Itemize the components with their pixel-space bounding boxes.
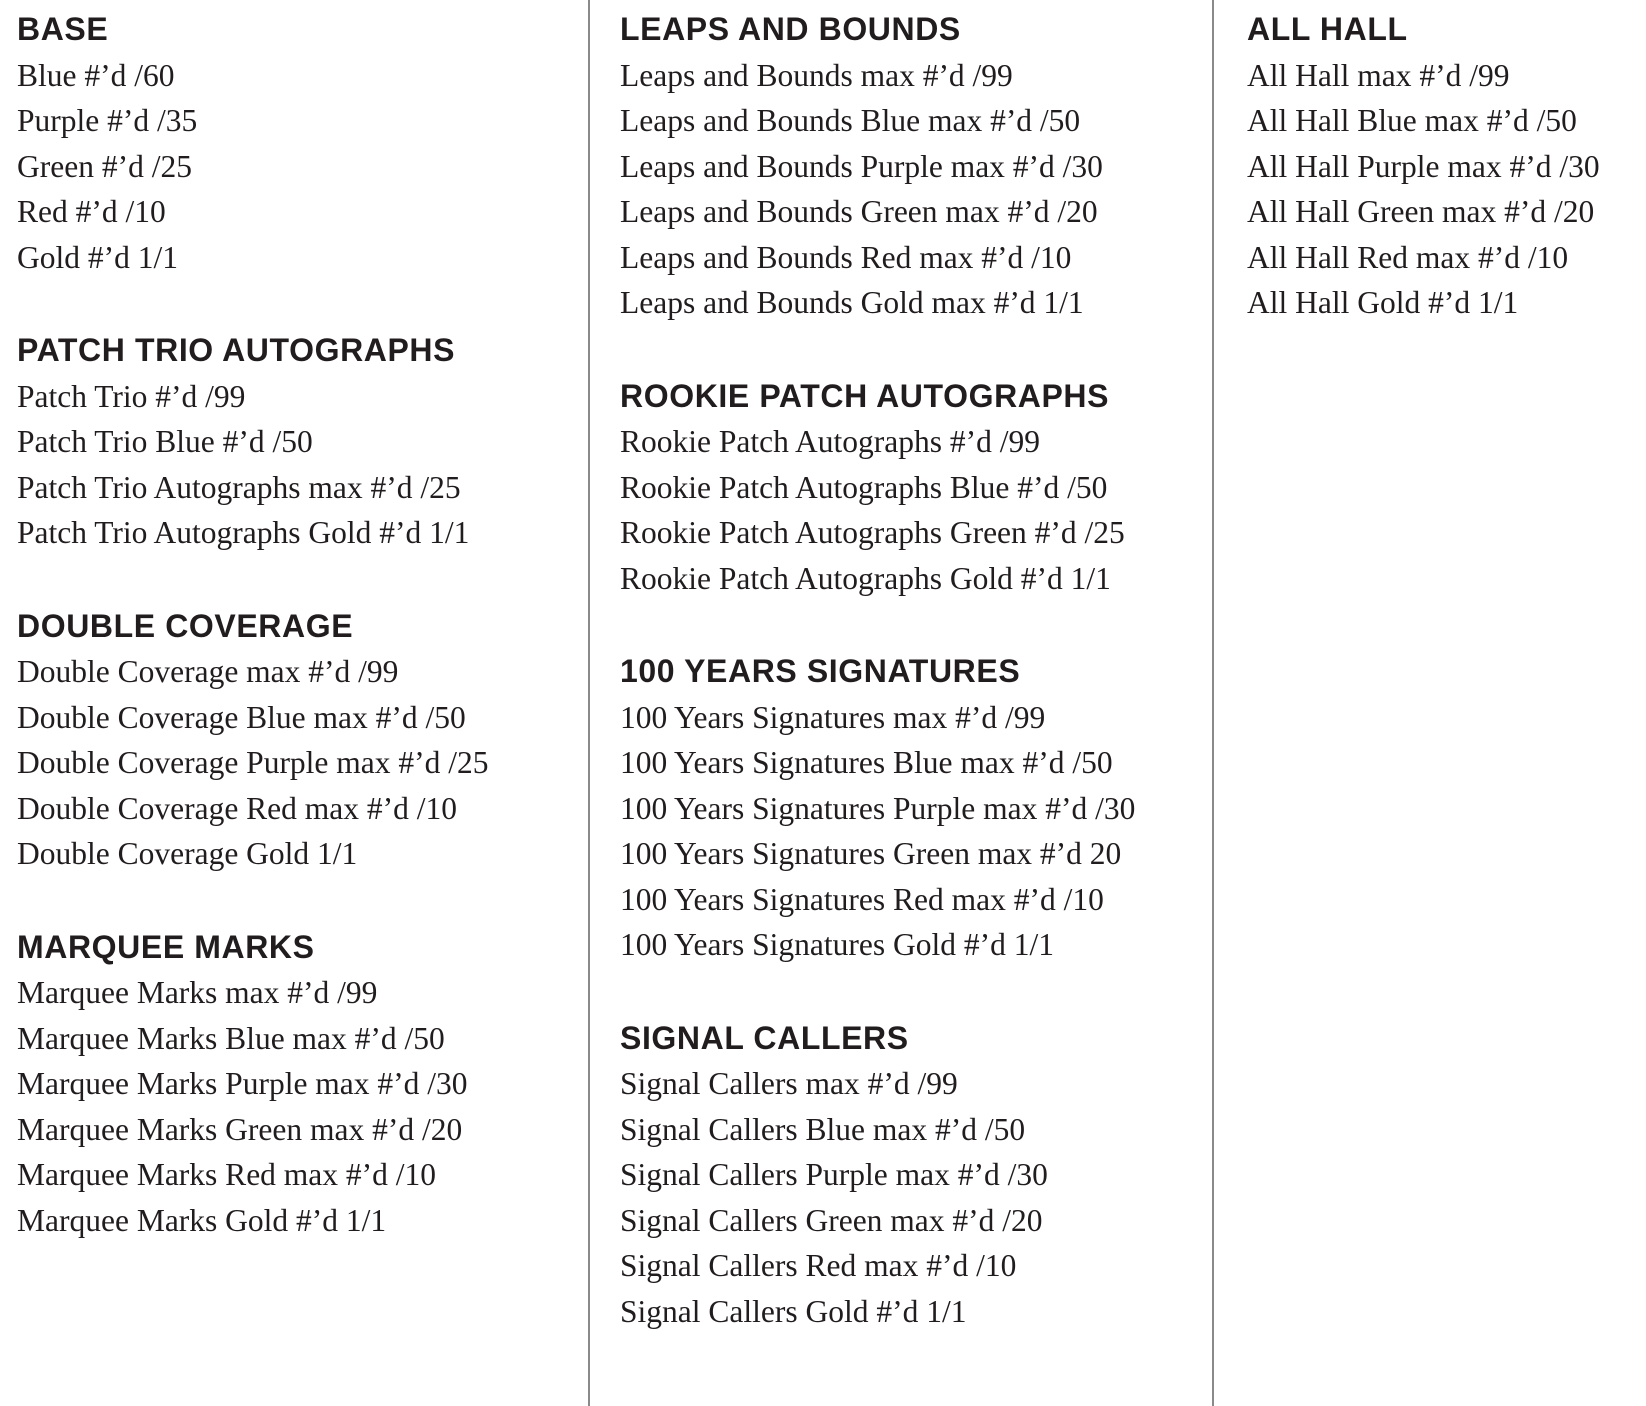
checklist-item: Rookie Patch Autographs Blue #’d /50 [620, 469, 1108, 505]
checklist-item: Leaps and Bounds Gold max #’d 1/1 [620, 285, 1084, 320]
section-title: ROOKIE PATCH AUTOGRAPHS [620, 377, 1110, 414]
checklist-item: 100 Years Signatures Purple max #’d /30 [620, 790, 1136, 826]
checklist-item: Double Coverage Gold 1/1 [17, 836, 358, 871]
section-title: MARQUEE MARKS [17, 928, 315, 965]
checklist-item: Marquee Marks Green max #’d /20 [17, 1111, 463, 1147]
checklist-item: Gold #’d 1/1 [17, 239, 178, 275]
checklist-item: Green #’d /25 [17, 148, 192, 184]
checklist-section: MARQUEE MARKS Marquee Marks max #’d /99 Ma… [17, 925, 588, 1244]
checklist-item: Marquee Marks Blue max #’d /50 [17, 1020, 445, 1056]
checklist-item: Patch Trio Autographs max #’d /25 [17, 469, 461, 505]
checklist-item: Red #’d /10 [17, 194, 166, 229]
checklist-item: 100 Years Signatures Blue max #’d /50 [620, 745, 1113, 780]
checklist-item: Leaps and Bounds Purple max #’d /30 [620, 148, 1103, 184]
checklist-item: Rookie Patch Autographs Green #’d /25 [620, 515, 1125, 550]
checklist-item: Blue #’d /60 [17, 57, 175, 93]
checklist-item: 100 Years Signatures Gold #’d 1/1 [620, 927, 1054, 962]
checklist-section: SIGNAL CALLERS Signal Callers max #’d /99… [620, 1016, 1212, 1335]
checklist-item: Signal Callers Purple max #’d /30 [620, 1157, 1048, 1192]
checklist-section: PATCH TRIO AUTOGRAPHS Patch Trio #’d /99 P… [17, 328, 588, 556]
checklist-section: BASE Blue #’d /60 Purple #’d /35 Green #’d … [17, 7, 588, 280]
checklist-item: Purple #’d /35 [17, 103, 198, 138]
checklist-item: Patch Trio #’d /99 [17, 378, 246, 414]
checklist-item: Double Coverage max #’d /99 [17, 654, 399, 689]
checklist-item: Leaps and Bounds Red max #’d /10 [620, 239, 1072, 275]
section-title: DOUBLE COVERAGE [17, 607, 354, 644]
section-title: BASE [17, 11, 109, 47]
checklist-item: Patch Trio Blue #’d /50 [17, 424, 313, 459]
checklist-section: ROOKIE PATCH AUTOGRAPHS Rookie Patch Auto… [620, 374, 1212, 602]
checklist-item: All Hall Gold #’d 1/1 [1247, 285, 1519, 320]
section-title: LEAPS AND BOUNDS [620, 11, 961, 47]
checklist-item: Signal Callers max #’d /99 [620, 1066, 958, 1101]
checklist-section: 100 YEARS SIGNATURES 100 Years Signatures… [620, 649, 1212, 968]
checklist-item: Leaps and Bounds Green max #’d /20 [620, 194, 1098, 229]
checklist-item: Leaps and Bounds max #’d /99 [620, 57, 1013, 93]
checklist-item: Rookie Patch Autographs #’d /99 [620, 424, 1040, 459]
checklist-item: Signal Callers Blue max #’d /50 [620, 1111, 1026, 1147]
checklist-item: Signal Callers Red max #’d /10 [620, 1248, 1017, 1283]
checklist-item: Marquee Marks Purple max #’d /30 [17, 1066, 468, 1101]
checklist-item: Rookie Patch Autographs Gold #’d 1/1 [620, 560, 1111, 596]
checklist-item: Leaps and Bounds Blue max #’d /50 [620, 103, 1081, 138]
checklist-column-middle: LEAPS AND BOUNDS Leaps and Bounds max #’d… [590, 0, 1214, 1406]
section-title: ALL HALL [1247, 11, 1408, 47]
checklist-item: All Hall Green max #’d /20 [1247, 194, 1595, 229]
checklist-item: All Hall max #’d /99 [1247, 57, 1510, 93]
checklist-item: 100 Years Signatures Green max #’d 20 [620, 836, 1122, 871]
checklist-item: All Hall Purple max #’d /30 [1247, 148, 1600, 184]
checklist-item: Double Coverage Purple max #’d /25 [17, 745, 489, 780]
checklist-item: Marquee Marks Gold #’d 1/1 [17, 1202, 387, 1238]
section-title: PATCH TRIO AUTOGRAPHS [17, 332, 456, 368]
checklist-item: All Hall Blue max #’d /50 [1247, 103, 1577, 138]
checklist-item: Marquee Marks Red max #’d /10 [17, 1157, 437, 1192]
checklist-item: Double Coverage Red max #’d /10 [17, 790, 458, 826]
checklist-item: Double Coverage Blue max #’d /50 [17, 699, 466, 735]
checklist-section: DOUBLE COVERAGE Double Coverage max #’d /… [17, 604, 588, 877]
checklist-item: Signal Callers Green max #’d /20 [620, 1202, 1043, 1238]
checklist-item: Signal Callers Gold #’d 1/1 [620, 1293, 967, 1329]
checklist-item: 100 Years Signatures max #’d /99 [620, 699, 1046, 735]
checklist-section: LEAPS AND BOUNDS Leaps and Bounds max #’d… [620, 7, 1212, 326]
section-title: SIGNAL CALLERS [620, 1019, 909, 1056]
section-title: 100 YEARS SIGNATURES [620, 653, 1021, 689]
checklist-item: 100 Years Signatures Red max #’d /10 [620, 881, 1104, 917]
checklist-item: Marquee Marks max #’d /99 [17, 975, 378, 1010]
checklist-item: Patch Trio Autographs Gold #’d 1/1 [17, 515, 470, 550]
checklist-section: ALL HALL All Hall max #’d /99 All Hall Blu… [1247, 7, 1646, 326]
checklist-item: All Hall Red max #’d /10 [1247, 239, 1569, 275]
checklist-column-right: ALL HALL All Hall max #’d /99 All Hall Blu… [1214, 0, 1646, 1406]
checklist-column-left: BASE Blue #’d /60 Purple #’d /35 Green #’d … [0, 0, 590, 1406]
